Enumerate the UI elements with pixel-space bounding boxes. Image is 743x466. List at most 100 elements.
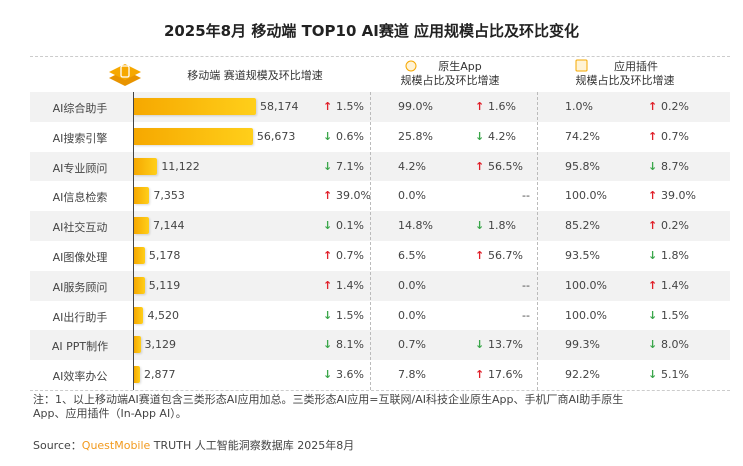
plugin-growth-text: 8.7% bbox=[661, 159, 689, 173]
native-growth: -- bbox=[522, 189, 530, 202]
native-growth-text: 4.2% bbox=[488, 129, 516, 143]
arrow-up-icon: ↑ bbox=[648, 278, 662, 292]
track-growth: ↓ 1.5% bbox=[323, 309, 364, 322]
arrow-up-icon: ↑ bbox=[323, 278, 337, 292]
native-share-text: 14.8% bbox=[398, 219, 433, 233]
bar bbox=[134, 336, 141, 354]
native-growth: ↓ 4.2% bbox=[475, 130, 516, 143]
arrow-up-icon: ↑ bbox=[475, 100, 489, 113]
plugin-growth-text: 0.2% bbox=[661, 219, 689, 233]
arrow-down-icon: ↓ bbox=[323, 368, 337, 382]
row-label: AI综合助手 bbox=[52, 102, 108, 115]
row-label: AI图像处理 bbox=[52, 250, 108, 264]
top-divider bbox=[30, 56, 730, 57]
track-growth-text: 0.1% bbox=[336, 219, 364, 233]
table-row: AI服务顾问 5,119 ↑ 1.4% 0.0% -- 100.0% ↑ 1.4% bbox=[30, 270, 730, 301]
table-row: AI专业顾问 11,122 ↓ 7.1% 4.2% ↑ 56.5% 95.8% ↓ 8.7% bbox=[30, 151, 730, 182]
footnote: 注：1、以上移动端AI赛道包含三类形态AI应用加总。三类形态AI应用=互联网/A… bbox=[33, 393, 723, 421]
native-share: 6.5% bbox=[398, 249, 426, 262]
bar-value-text: 5,119 bbox=[148, 278, 181, 292]
plugin-growth-text: 5.1% bbox=[661, 368, 689, 382]
native-share-text: 4.2% bbox=[398, 159, 426, 173]
native-share: 0.0% bbox=[398, 189, 426, 202]
native-app-icon bbox=[405, 60, 417, 72]
arrow-down-icon: ↓ bbox=[475, 129, 489, 143]
native-share-text: 0.0% bbox=[398, 189, 426, 203]
native-share-text: 0.0% bbox=[398, 308, 426, 322]
track-growth: ↓ 3.6% bbox=[323, 368, 364, 381]
native-share: 4.2% bbox=[398, 160, 426, 173]
plugin-header-line1: 应用插件 bbox=[614, 60, 658, 73]
arrow-up-icon: ↑ bbox=[648, 129, 662, 143]
native-growth-text: 13.7% bbox=[488, 338, 523, 352]
bar bbox=[134, 127, 253, 145]
arrow-down-icon: ↓ bbox=[475, 338, 489, 352]
plugin-growth-text: 1.4% bbox=[661, 278, 689, 292]
arrow-down-icon: ↓ bbox=[648, 248, 662, 262]
plugin-growth-text: 0.7% bbox=[661, 129, 689, 143]
native-share-text: 99.0% bbox=[398, 100, 433, 113]
source-prefix: Source： bbox=[33, 439, 82, 452]
track-growth-text: 3.6% bbox=[336, 368, 364, 382]
native-growth: ↓ 13.7% bbox=[475, 338, 523, 351]
footnote-line1: 注：1、以上移动端AI赛道包含三类形态AI应用加总。三类形态AI应用=互联网/A… bbox=[33, 393, 624, 406]
bar-value: 4,520 bbox=[147, 309, 179, 322]
bar bbox=[134, 276, 145, 294]
arrow-up-icon: ↑ bbox=[648, 219, 662, 233]
row-label: AI搜索引擎 bbox=[52, 131, 108, 145]
native-header: 原生App 规模占比及环比增速 bbox=[380, 60, 520, 88]
bar-value-text: 7,144 bbox=[152, 219, 185, 233]
native-growth-text: -- bbox=[522, 278, 530, 292]
native-growth-text: -- bbox=[522, 308, 530, 322]
arrow-down-icon: ↓ bbox=[323, 129, 337, 143]
native-header-line2: 规模占比及环比增速 bbox=[400, 74, 500, 87]
data-table: AI综合助手 58,174 ↑ 1.5% 99.0% ↑ 1.6% 1.0% ↑ 0.2% A… bbox=[30, 92, 730, 390]
native-growth: ↓ 1.8% bbox=[475, 219, 516, 232]
native-share-text: 0.0% bbox=[398, 278, 426, 292]
row-label: AI效率办公 bbox=[52, 370, 108, 384]
plugin-share-text: 100.0% bbox=[565, 189, 607, 203]
arrow-down-icon: ↓ bbox=[648, 338, 662, 352]
native-growth-text: 1.6% bbox=[488, 100, 516, 113]
track-growth-text: 1.4% bbox=[336, 278, 364, 292]
plugin-growth-text: 39.0% bbox=[661, 189, 696, 203]
bar-value-text: 2,877 bbox=[144, 368, 176, 382]
arrow-up-icon: ↑ bbox=[475, 159, 489, 173]
row-label: AI社交互动 bbox=[52, 221, 108, 235]
native-share: 25.8% bbox=[398, 130, 433, 143]
plugin-share-text: 100.0% bbox=[565, 278, 607, 292]
bar-value: 5,178 bbox=[149, 249, 181, 262]
arrow-up-icon: ↑ bbox=[648, 100, 662, 113]
bar bbox=[134, 306, 144, 324]
track-growth: ↑ 0.7% bbox=[323, 249, 364, 262]
plugin-growth: ↓ 8.0% bbox=[648, 338, 689, 351]
bar-value: 7,144 bbox=[153, 219, 185, 232]
native-share: 99.0% bbox=[398, 100, 433, 113]
arrow-down-icon: ↓ bbox=[323, 159, 337, 173]
column-divider bbox=[370, 92, 371, 390]
bar-axis bbox=[133, 92, 134, 390]
bar bbox=[134, 187, 150, 205]
layers-phone-icon bbox=[109, 64, 141, 86]
plugin-growth-text: 0.2% bbox=[661, 100, 689, 113]
track-growth-text: 1.5% bbox=[336, 100, 364, 113]
arrow-down-icon: ↓ bbox=[648, 368, 662, 382]
native-growth-text: -- bbox=[522, 189, 530, 203]
arrow-down-icon: ↓ bbox=[648, 159, 662, 173]
bar-value: 5,119 bbox=[149, 279, 181, 292]
plugin-share: 85.2% bbox=[565, 219, 600, 232]
bar-value-text: 5,178 bbox=[148, 248, 181, 262]
bar-value: 11,122 bbox=[161, 160, 200, 173]
bar-value: 2,877 bbox=[144, 368, 176, 381]
track-growth-text: 39.0% bbox=[336, 189, 371, 203]
bar-value-text: 7,353 bbox=[153, 189, 185, 203]
native-share: 0.7% bbox=[398, 338, 426, 351]
plugin-growth: ↓ 1.8% bbox=[648, 249, 689, 262]
plugin-growth: ↑ 39.0% bbox=[648, 189, 696, 202]
track-growth: ↓ 0.6% bbox=[323, 130, 364, 143]
table-row: AI图像处理 5,178 ↑ 0.7% 6.5% ↑ 56.7% 93.5% ↓ 1.8% bbox=[30, 241, 730, 271]
native-share-text: 25.8% bbox=[398, 129, 433, 143]
row-label: AI PPT制作 bbox=[51, 340, 109, 354]
track-growth: ↑ 39.0% bbox=[323, 189, 371, 202]
native-growth: ↑ 56.7% bbox=[475, 249, 523, 262]
